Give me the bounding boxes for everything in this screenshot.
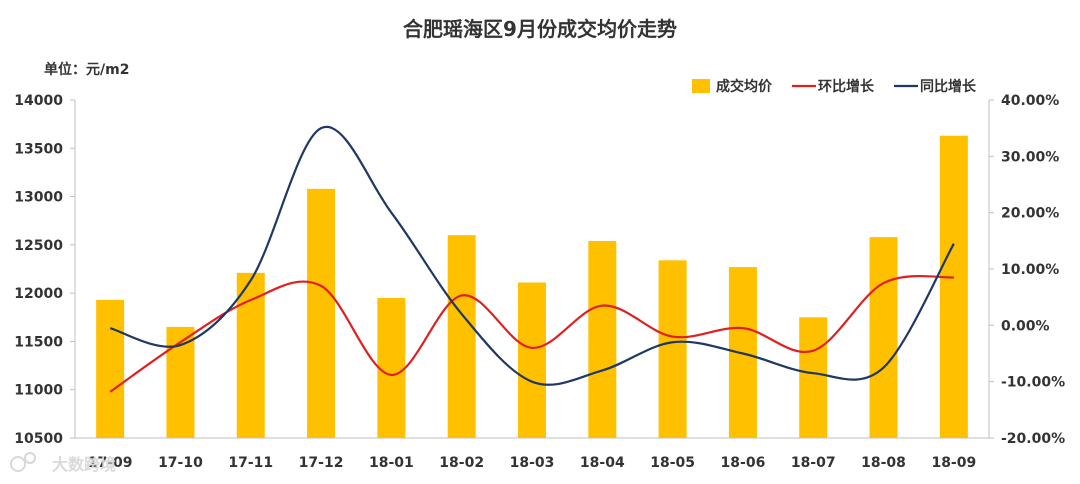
y-left-tick-label: 13500	[14, 141, 63, 157]
x-tick-label: 18-02	[439, 455, 484, 471]
x-tick-label: 17-09	[88, 455, 133, 471]
x-tick-label: 18-06	[721, 455, 766, 471]
x-tick-label: 18-03	[510, 455, 555, 471]
y-left-tick-label: 12000	[14, 286, 63, 302]
x-tick-label: 18-09	[931, 455, 976, 471]
bar-18-08	[869, 237, 898, 438]
bars-group	[96, 135, 968, 438]
x-tick-label: 18-04	[580, 455, 625, 471]
y-left-tick-label: 13000	[14, 190, 63, 206]
bar-17-09	[96, 299, 125, 438]
watermark-text: 大数跨境	[52, 455, 116, 474]
lines-group	[109, 125, 955, 393]
unit-label: 单位：元/m2	[44, 61, 129, 78]
watermark: 大数跨境	[10, 452, 116, 474]
y-right-tick-label: 10.00%	[1001, 262, 1059, 278]
y-right-tick-label: -20.00%	[1001, 431, 1065, 447]
x-tick-label: 18-01	[369, 455, 414, 471]
y-left-tick-label: 12500	[14, 238, 63, 254]
legend-item-label: 成交均价	[716, 78, 773, 95]
y-right-tick-label: 20.00%	[1001, 206, 1059, 222]
y-left-tick-label: 11000	[14, 383, 63, 399]
legend-item-label: 同比增长	[920, 78, 977, 95]
series-line-yoy	[109, 125, 955, 386]
y-left-tick-label: 11500	[14, 334, 63, 350]
x-tick-label: 18-05	[650, 455, 695, 471]
axes-group: 10500 11000 11500 12000 12500 13000 13500 14000…	[14, 93, 1065, 471]
bar-18-07	[799, 317, 828, 438]
bar-18-05	[658, 260, 687, 438]
watermark-logo-icon	[10, 456, 26, 472]
bar-18-01	[377, 297, 406, 438]
y-right-tick-label: 0.00%	[1001, 318, 1050, 334]
series-line-mom	[109, 274, 954, 393]
legend: 成交均价 环比增长 同比增长	[692, 78, 977, 95]
y-left-tick-label: 10500	[14, 431, 63, 447]
y-left-tick-label: 14000	[14, 93, 63, 109]
y-right-tick-label: 40.00%	[1001, 93, 1059, 109]
bar-18-04	[588, 240, 617, 438]
x-tick-label: 18-07	[791, 455, 836, 471]
bar-18-02	[447, 235, 476, 438]
watermark-logo-icon-2	[24, 452, 36, 464]
x-tick-label: 17-11	[228, 455, 273, 471]
chart-title: 合肥瑶海区9月份成交均价走势	[403, 17, 677, 41]
legend-item-label: 环比增长	[818, 78, 875, 95]
legend-swatch-bar	[692, 79, 710, 93]
bar-18-03	[518, 282, 546, 438]
bar-18-09	[939, 135, 968, 438]
x-tick-label: 18-08	[861, 455, 906, 471]
y-right-tick-label: 30.00%	[1001, 149, 1059, 165]
x-tick-label: 17-12	[299, 455, 344, 471]
bar-17-11	[236, 272, 265, 438]
y-right-tick-label: -10.00%	[1001, 375, 1065, 391]
bar-17-10	[166, 326, 195, 438]
bar-17-12	[307, 188, 336, 438]
x-tick-label: 17-10	[158, 455, 203, 471]
